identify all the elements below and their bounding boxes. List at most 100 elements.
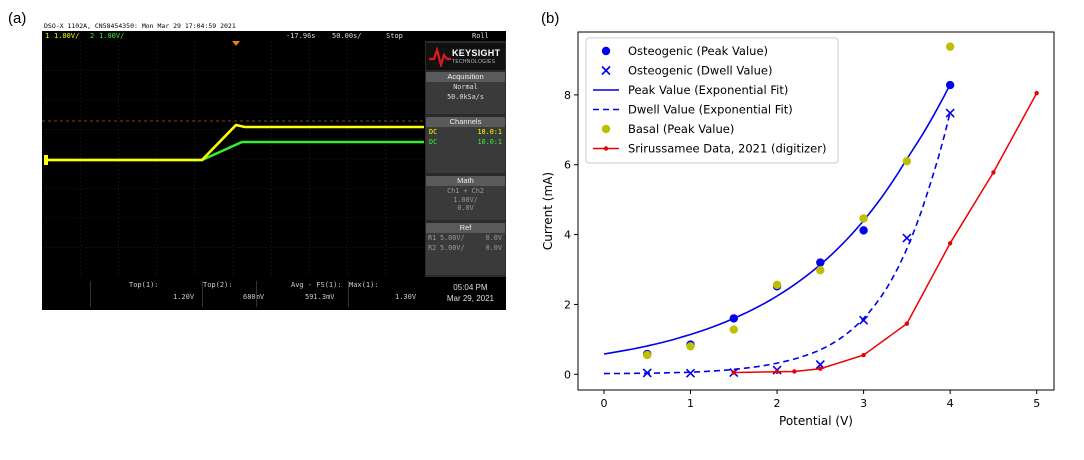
math-scale: 1.00V/ bbox=[453, 196, 478, 204]
series-5-point bbox=[731, 370, 736, 375]
y-tick-label: 4 bbox=[564, 229, 571, 242]
series-5-point bbox=[991, 170, 996, 175]
sample-rate: 50.0kSa/s bbox=[447, 93, 484, 101]
run-state[interactable]: Stop bbox=[386, 32, 403, 40]
scope-measurement-bar: Top(1): 1.20V Top(2): 680mV Avg - FS(1):… bbox=[42, 278, 506, 310]
time-scale[interactable]: 50.00s/ bbox=[332, 32, 362, 40]
y-tick-label: 2 bbox=[564, 298, 571, 311]
ref-r2-label: R2 bbox=[428, 244, 437, 252]
series-3-line bbox=[603, 112, 951, 375]
series-0-point bbox=[859, 226, 868, 235]
brand-sub: TECHNOLOGIES bbox=[452, 59, 496, 65]
series-4-point bbox=[902, 157, 912, 166]
legend-marker bbox=[601, 65, 611, 76]
ch1-number[interactable]: 1 bbox=[45, 32, 50, 40]
legend-marker bbox=[603, 146, 609, 151]
ch1-trace bbox=[44, 123, 424, 162]
acquisition-box[interactable]: Acquisition Normal 50.0kSa/s bbox=[426, 72, 505, 114]
x-tick-label: 3 bbox=[860, 397, 867, 410]
ch2-probe-ratio: 10.0:1 bbox=[477, 138, 502, 146]
ref-r2-offset: 0.0V bbox=[485, 244, 502, 252]
ref-box[interactable]: Ref R1 5.00V/ 0.0V R2 5.00V/ 0.0V bbox=[426, 223, 505, 275]
measurement-max1[interactable]: Max(1): 1.30V bbox=[348, 281, 419, 307]
measurement-value: 1.20V bbox=[173, 293, 195, 301]
plot-area-frame bbox=[577, 31, 1055, 391]
series-5-point bbox=[947, 241, 953, 246]
scope-status-bar: 1 1.00V/ 2 1.00V/ -17.96s 50.00s/ Stop R… bbox=[42, 31, 506, 41]
series-5-point bbox=[818, 366, 823, 371]
scope-side-panel: KEYSIGHT TECHNOLOGIES Acquisition Normal… bbox=[425, 41, 506, 277]
legend-label: Osteogenic (Peak Value) bbox=[628, 44, 768, 58]
series-4-point bbox=[945, 42, 955, 51]
measurement-top1[interactable]: Top(1): 1.20V bbox=[90, 281, 194, 307]
legend-box bbox=[585, 37, 839, 164]
legend-entry: Osteogenic (Dwell Value) bbox=[601, 64, 772, 78]
legend-entry: Peak Value (Exponential Fit) bbox=[593, 83, 788, 97]
math-box[interactable]: Math Ch1 + Ch2 1.00V/ 0.0V bbox=[426, 176, 505, 220]
measurement-value: 680mV bbox=[243, 293, 265, 301]
ref-r1-label: R1 bbox=[428, 234, 437, 242]
measurement-label: Top(1): bbox=[129, 281, 159, 289]
series-4-point bbox=[772, 280, 782, 290]
math-title: Math bbox=[426, 176, 505, 186]
acquisition-mode-value: Normal bbox=[453, 83, 478, 91]
series-4-point bbox=[643, 350, 652, 360]
legend-entry: Basal (Peak Value) bbox=[601, 122, 734, 136]
series-5-point bbox=[774, 369, 780, 375]
measurement-label: Avg - FS(1): bbox=[291, 281, 342, 289]
ch1-coupling: DC bbox=[429, 128, 438, 136]
ref-title: Ref bbox=[426, 223, 505, 233]
legend-marker bbox=[601, 46, 611, 56]
series-4-point bbox=[816, 266, 825, 275]
ch1-scale[interactable]: 1.00V/ bbox=[54, 32, 80, 40]
scope-time: 05:04 PM bbox=[453, 283, 488, 292]
math-offset: 0.0V bbox=[457, 204, 474, 212]
legend-label: Srirussamee Data, 2021 (digitizer) bbox=[628, 142, 826, 156]
acquisition-title: Acquisition bbox=[426, 72, 505, 82]
series-0-point bbox=[816, 258, 825, 267]
channels-box[interactable]: Channels DC 10.0:1 DC 10.0:1 bbox=[426, 117, 505, 173]
series-layer bbox=[603, 42, 1039, 378]
series-5-point bbox=[861, 352, 866, 358]
keysight-logo: KEYSIGHT TECHNOLOGIES bbox=[426, 43, 505, 70]
scope-grid bbox=[42, 41, 424, 277]
measurement-label: Max(1): bbox=[349, 281, 379, 289]
series-4-point bbox=[859, 214, 868, 223]
x-tick-label: 5 bbox=[1033, 397, 1040, 410]
series-2-line bbox=[603, 84, 951, 355]
legend-entry: Srirussamee Data, 2021 (digitizer) bbox=[593, 142, 826, 156]
measurement-label: Top(2): bbox=[203, 281, 233, 289]
oscilloscope-screen: DSO-X 1102A, CN58454350: Mon Mar 29 17:0… bbox=[42, 22, 506, 310]
time-position[interactable]: -17.96s bbox=[286, 32, 316, 40]
keysight-wave-icon bbox=[429, 47, 451, 67]
x-axis-label: Potential (V) bbox=[779, 414, 853, 428]
measurement-top2[interactable]: Top(2): 680mV bbox=[202, 281, 293, 307]
x-tick-label: 1 bbox=[687, 397, 694, 410]
ref-r1-offset: 0.0V bbox=[485, 234, 502, 242]
y-tick-label: 8 bbox=[564, 89, 571, 102]
series-4-point bbox=[729, 325, 738, 334]
ch1-probe-ratio: 10.0:1 bbox=[477, 128, 502, 136]
x-axis-ticks: 0 1 2 3 4 5 bbox=[600, 390, 1040, 410]
brand-name: KEYSIGHT bbox=[452, 48, 501, 58]
series-4-point bbox=[686, 342, 695, 351]
legend-label: Basal (Peak Value) bbox=[628, 122, 734, 136]
series-5-point bbox=[1034, 90, 1039, 96]
scope-datetime: 05:04 PM Mar 29, 2021 bbox=[447, 282, 494, 304]
legend-label: Osteogenic (Dwell Value) bbox=[628, 64, 772, 78]
measurement-avg-fs1[interactable]: Avg - FS(1): 591.3mV bbox=[256, 281, 347, 307]
measurement-value: 1.30V bbox=[395, 293, 417, 301]
legend-label: Dwell Value (Exponential Fit) bbox=[628, 103, 793, 117]
scope-date: Mar 29, 2021 bbox=[446, 294, 494, 303]
ch2-coupling: DC bbox=[429, 138, 438, 146]
legend-entry: Osteogenic (Peak Value) bbox=[601, 44, 768, 58]
trigger-marker-icon bbox=[232, 41, 240, 46]
legend-entry: Dwell Value (Exponential Fit) bbox=[593, 103, 793, 117]
x-tick-label: 4 bbox=[947, 397, 954, 410]
acquisition-mode[interactable]: Roll bbox=[472, 32, 489, 40]
ch2-number[interactable]: 2 bbox=[90, 32, 95, 40]
ch2-scale[interactable]: 1.00V/ bbox=[99, 32, 125, 40]
scope-waveform-display bbox=[42, 41, 424, 277]
panel-label-a: (a) bbox=[8, 10, 27, 27]
panel-label-b: (b) bbox=[541, 10, 560, 27]
